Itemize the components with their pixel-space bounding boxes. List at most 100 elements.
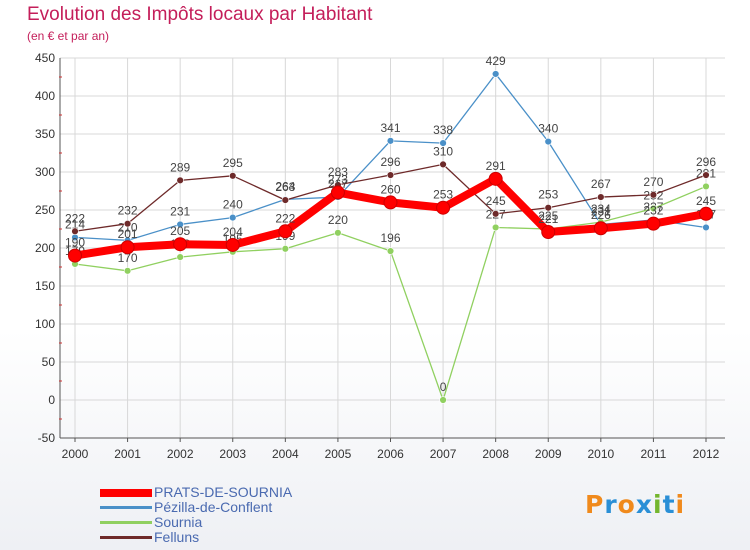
y-tick-label: 400: [35, 89, 55, 103]
data-label-prats-de-sournia: 291: [486, 159, 506, 173]
data-point-pezilla-de-conflent: [386, 137, 395, 145]
data-point-sournia: [649, 204, 658, 213]
data-label-felluns: 295: [223, 156, 243, 170]
logo-letter: i: [653, 490, 663, 519]
data-point-prats-de-sournia: [646, 216, 661, 231]
data-label-prats-de-sournia: 273: [328, 173, 348, 187]
legend-swatch: [100, 536, 152, 539]
x-tick-label: 2011: [641, 447, 667, 461]
data-point-felluns: [597, 193, 605, 201]
x-tick-label: 2012: [693, 447, 720, 461]
x-tick-label: 2004: [272, 447, 299, 461]
y-tick-label: 450: [35, 51, 55, 65]
data-label-prats-de-sournia: 190: [65, 236, 85, 250]
data-label-felluns: 267: [591, 177, 611, 191]
legend-label: Sournia: [154, 514, 203, 530]
data-point-felluns: [702, 171, 710, 179]
logo-letter: o: [617, 490, 636, 519]
x-tick-label: 2002: [167, 447, 194, 461]
legend-swatch: [100, 489, 152, 497]
data-point-pezilla-de-conflent: [176, 220, 184, 229]
data-point-prats-de-sournia: [68, 248, 82, 263]
x-tick-label: 2001: [114, 447, 141, 461]
data-label-sournia: 225: [538, 209, 558, 223]
legend-label: Felluns: [154, 529, 200, 545]
data-point-sournia: [439, 396, 447, 404]
data-point-prats-de-sournia: [330, 185, 345, 200]
proxiti-logo: Proxiti: [585, 490, 685, 519]
data-point-prats-de-sournia: [436, 200, 451, 215]
data-label-sournia: 220: [328, 213, 348, 227]
x-tick-label: 2010: [587, 447, 614, 461]
data-label-prats-de-sournia: 226: [591, 208, 611, 222]
chart-subtitle: (en € et par an): [27, 29, 110, 43]
chart-title: Evolution des Impôts locaux par Habitant: [27, 4, 373, 25]
data-point-felluns: [439, 160, 447, 169]
data-point-felluns: [176, 176, 184, 185]
y-tick-label: 0: [48, 393, 55, 407]
x-tick-label: 2003: [219, 447, 246, 461]
logo-letter: P: [585, 490, 605, 519]
data-label-prats-de-sournia: 205: [170, 224, 190, 238]
data-point-felluns: [123, 219, 132, 228]
data-point-prats-de-sournia: [173, 237, 188, 252]
logo-letter: t: [662, 490, 676, 519]
data-label-felluns: 289: [170, 160, 190, 174]
logo-letter: i: [675, 490, 686, 519]
legend-swatch: [100, 506, 152, 509]
y-tick-label: 300: [35, 165, 55, 179]
data-label-felluns: 296: [696, 155, 716, 169]
y-tick-label: 50: [42, 355, 56, 369]
x-tick-label: 2000: [62, 447, 89, 461]
y-tick-label: -50: [38, 431, 56, 445]
data-label-pezilla-de-conflent: 231: [170, 204, 190, 218]
data-label-sournia: 0: [440, 380, 447, 394]
data-label-sournia: 234: [591, 202, 611, 216]
legend-label: Pézilla-de-Conflent: [154, 499, 273, 515]
x-tick-label: 2008: [482, 447, 509, 461]
data-label-sournia: 196: [380, 231, 400, 245]
data-point-sournia: [491, 223, 500, 232]
data-point-felluns: [281, 196, 290, 204]
data-label-prats-de-sournia: 260: [380, 182, 400, 196]
y-tick-label: 350: [35, 127, 55, 141]
y-tick-label: 100: [35, 317, 55, 331]
data-label-pezilla-de-conflent: 231: [591, 204, 611, 218]
data-point-sournia: [702, 182, 710, 191]
data-point-felluns: [71, 227, 79, 235]
data-point-pezilla-de-conflent: [544, 137, 552, 146]
x-tick-label: 2009: [535, 447, 562, 461]
data-label-felluns: 232: [118, 204, 138, 218]
data-point-felluns: [491, 210, 500, 218]
data-label-felluns: 283: [328, 165, 348, 179]
data-point-prats-de-sournia: [225, 237, 240, 252]
y-tick-label: 150: [35, 279, 55, 293]
data-label-prats-de-sournia: 204: [223, 225, 243, 239]
data-label-felluns: 310: [433, 144, 453, 158]
data-point-pezilla-de-conflent: [229, 213, 237, 222]
x-tick-label: 2005: [325, 447, 352, 461]
data-point-prats-de-sournia: [383, 195, 398, 210]
x-tick-label: 2007: [430, 447, 457, 461]
data-label-felluns: 270: [643, 175, 663, 189]
data-point-prats-de-sournia: [278, 224, 293, 239]
x-tick-label: 2006: [377, 447, 404, 461]
data-point-felluns: [386, 171, 395, 179]
legend-label: PRATS-DE-SOURNIA: [154, 484, 293, 500]
data-label-prats-de-sournia: 253: [433, 188, 453, 202]
data-point-sournia: [334, 229, 342, 237]
data-label-pezilla-de-conflent: 338: [433, 123, 453, 137]
data-label-prats-de-sournia: 232: [643, 204, 663, 218]
data-label-prats-de-sournia: 221: [538, 212, 558, 226]
data-label-prats-de-sournia: 245: [696, 194, 716, 208]
y-tick-label: 250: [35, 203, 55, 217]
data-label-felluns: 245: [486, 194, 506, 208]
data-point-felluns: [544, 204, 552, 212]
data-label-felluns: 253: [538, 188, 558, 202]
data-point-sournia: [386, 247, 395, 255]
data-label-pezilla-de-conflent: 340: [538, 122, 558, 136]
legend-swatch: [100, 521, 152, 524]
data-label-prats-de-sournia: 222: [275, 211, 295, 225]
data-point-prats-de-sournia: [488, 171, 503, 186]
